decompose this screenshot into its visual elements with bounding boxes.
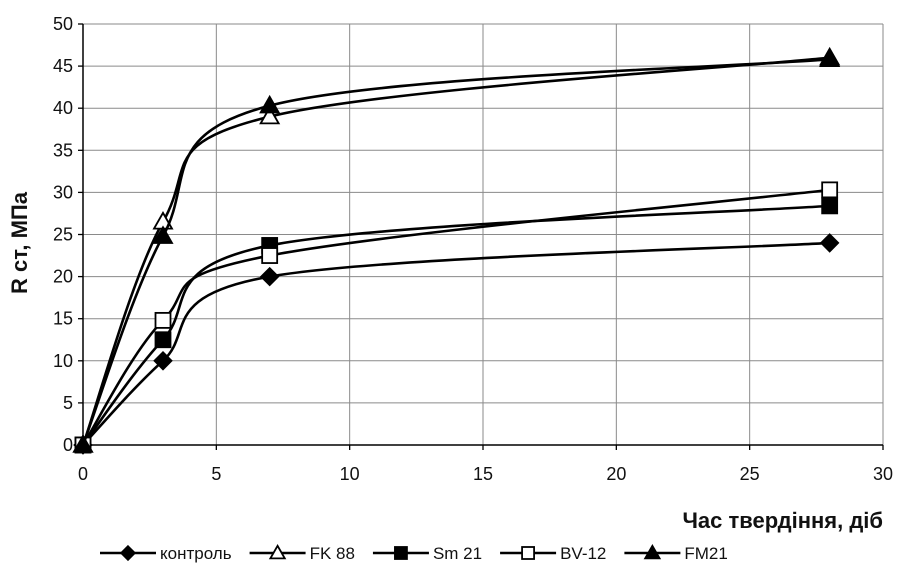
y-tick-label: 15 bbox=[53, 309, 73, 329]
y-tick-label: 20 bbox=[53, 267, 73, 287]
legend-marker bbox=[119, 544, 137, 562]
legend-label: Sm 21 bbox=[433, 544, 482, 563]
x-tick-labels: 0 5 10 15 20 25 30 bbox=[78, 464, 893, 484]
data-point bbox=[154, 331, 172, 349]
legend-item-1: FK 88 bbox=[249, 543, 355, 563]
y-tick-label: 0 bbox=[63, 435, 73, 455]
y-tick-label: 5 bbox=[63, 393, 73, 413]
series-layer bbox=[72, 46, 841, 455]
series-4 bbox=[72, 48, 841, 453]
data-point bbox=[819, 48, 841, 68]
data-point bbox=[819, 233, 840, 253]
x-tick-label: 10 bbox=[340, 464, 360, 484]
legend-label: контроль bbox=[160, 544, 232, 563]
data-point bbox=[259, 94, 281, 114]
data-point bbox=[153, 351, 173, 371]
axes bbox=[78, 23, 884, 450]
series-line bbox=[82, 241, 830, 446]
data-point bbox=[72, 434, 94, 453]
x-tick-label: 0 bbox=[78, 464, 88, 484]
y-axis-title: R ст, МПа bbox=[7, 191, 32, 294]
legend-marker bbox=[268, 543, 287, 560]
x-tick-label: 15 bbox=[473, 464, 493, 484]
y-tick-label: 50 bbox=[53, 14, 73, 34]
series-line bbox=[81, 188, 830, 446]
legend-label: FM21 bbox=[684, 544, 727, 563]
legend-marker bbox=[643, 543, 662, 560]
series-line bbox=[81, 56, 830, 446]
legend-item-4: FM21 bbox=[624, 543, 728, 563]
y-tick-label: 30 bbox=[53, 182, 73, 202]
legend-label: FK 88 bbox=[310, 544, 355, 563]
legend: контроль FK 88 Sm 21 BV-12 FM21 bbox=[100, 543, 728, 563]
x-tick-label: 20 bbox=[606, 464, 626, 484]
x-tick-label: 5 bbox=[211, 464, 221, 484]
legend-item-2: Sm 21 bbox=[372, 544, 482, 563]
legend-label: BV-12 bbox=[560, 544, 606, 563]
data-point bbox=[259, 266, 280, 287]
legend-item-3: BV-12 bbox=[500, 544, 606, 563]
series-line bbox=[81, 58, 830, 446]
y-tick-label: 25 bbox=[53, 225, 73, 245]
data-point bbox=[821, 197, 839, 215]
legend-item-0: контроль bbox=[100, 544, 232, 563]
y-tick-label: 35 bbox=[53, 140, 73, 160]
data-point bbox=[261, 247, 279, 264]
x-tick-label: 30 bbox=[873, 464, 893, 484]
data-point bbox=[821, 181, 839, 199]
legend-marker bbox=[521, 546, 535, 560]
x-axis-title: Час твердіння, діб bbox=[682, 508, 883, 533]
legend-marker bbox=[394, 546, 408, 560]
data-point bbox=[259, 105, 281, 125]
y-tick-labels: 0 5 10 15 20 25 30 35 40 45 50 bbox=[53, 14, 73, 455]
series-line bbox=[81, 204, 830, 446]
y-tick-label: 10 bbox=[53, 351, 73, 371]
x-tick-label: 25 bbox=[740, 464, 760, 484]
y-tick-label: 40 bbox=[53, 98, 73, 118]
y-tick-label: 45 bbox=[53, 56, 73, 76]
grid-lines bbox=[83, 23, 884, 445]
data-point bbox=[154, 311, 172, 329]
data-point bbox=[152, 225, 174, 244]
